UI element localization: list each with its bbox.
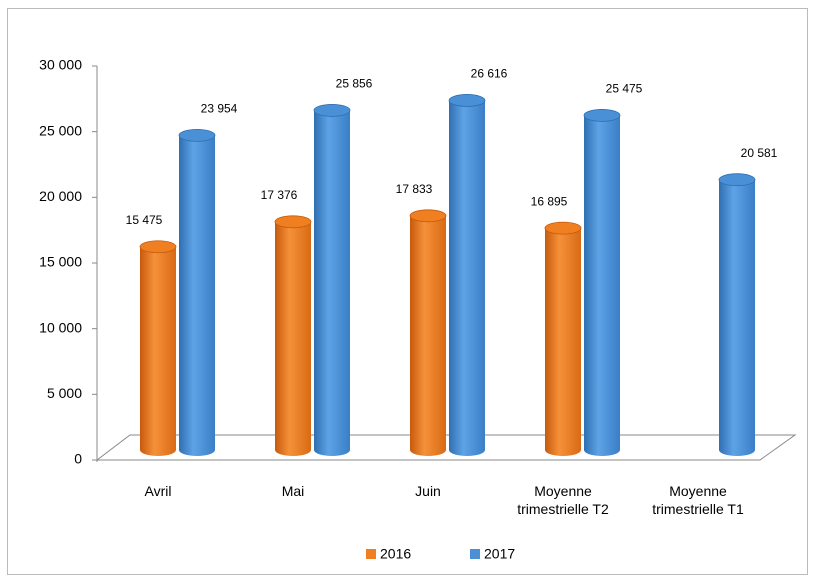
- bar-top: [583, 109, 621, 122]
- value-label: 16 895: [531, 194, 568, 208]
- value-label: 25 475: [606, 82, 643, 96]
- bar: [719, 179, 755, 456]
- bar-top: [139, 240, 177, 254]
- y-tick-label: 25 000: [39, 122, 82, 138]
- value-label: 20 581: [741, 146, 778, 160]
- bar: [179, 135, 215, 457]
- bar: [545, 228, 581, 456]
- y-tick-label: 5 000: [47, 385, 82, 401]
- bar-top: [178, 129, 216, 142]
- bar-top: [718, 173, 756, 187]
- legend-swatch: [470, 549, 480, 559]
- legend-label: 2016: [380, 546, 411, 562]
- bar-top: [313, 104, 351, 117]
- bar: [314, 110, 350, 456]
- bar: [140, 246, 176, 456]
- bar-top: [274, 215, 312, 229]
- bar-top: [409, 209, 447, 223]
- x-tick-label: Avril: [144, 483, 172, 499]
- bar-top: [448, 94, 486, 107]
- bar-top: [544, 221, 582, 235]
- y-tick-label: 30 000: [39, 57, 82, 73]
- bar: [275, 221, 311, 456]
- y-tick-label: 10 000: [39, 319, 82, 335]
- legend-label: 2017: [484, 546, 515, 562]
- value-label: 26 616: [471, 67, 508, 81]
- value-label: 17 376: [261, 188, 298, 202]
- x-tick-label: Mai: [281, 483, 305, 499]
- floor: [95, 434, 797, 461]
- y-tick-label: 20 000: [39, 188, 82, 204]
- y-tick-label: 0: [74, 451, 82, 467]
- x-tick-label: Moyenne trimestrielle T2: [517, 483, 609, 517]
- bar: [584, 115, 620, 456]
- bar: [410, 215, 446, 456]
- legend-swatch: [366, 549, 376, 559]
- value-label: 17 833: [396, 182, 433, 196]
- value-label: 15 475: [126, 213, 163, 227]
- frame: [7, 8, 808, 575]
- value-label: 25 856: [336, 77, 373, 91]
- x-tick-label: Juin: [415, 483, 441, 499]
- value-label: 23 954: [201, 102, 238, 116]
- bar: [449, 100, 485, 456]
- y-tick-label: 15 000: [39, 254, 82, 270]
- x-tick-label: Moyenne trimestrielle T1: [652, 483, 744, 517]
